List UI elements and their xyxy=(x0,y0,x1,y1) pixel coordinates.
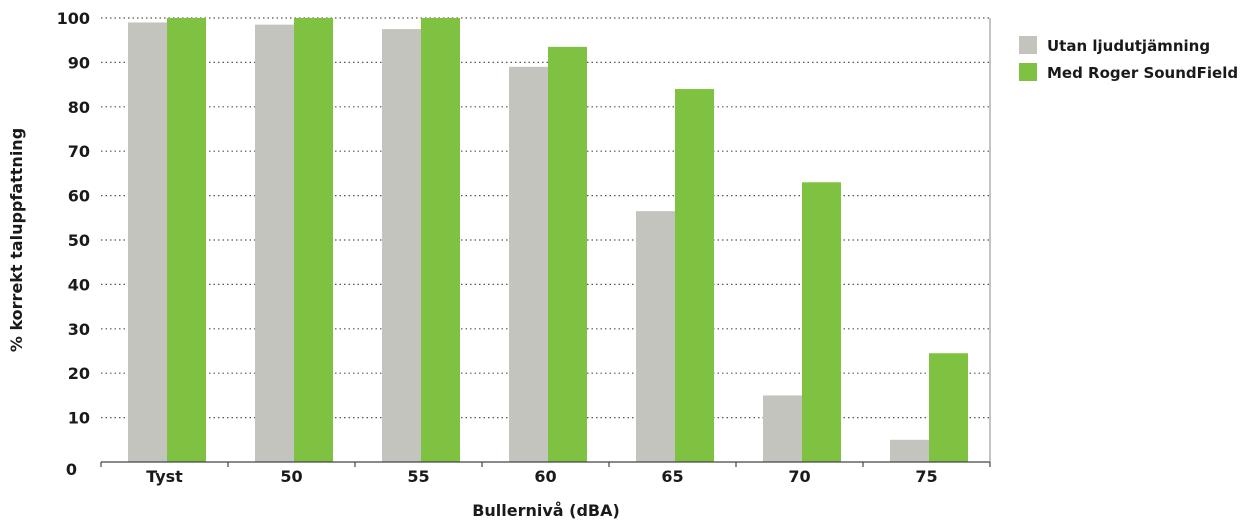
y-tick-label: 60 xyxy=(68,187,90,206)
x-tick-label: Tyst xyxy=(146,467,183,486)
x-tick-label: 75 xyxy=(915,467,937,486)
legend-swatch xyxy=(1019,63,1037,81)
bar xyxy=(382,29,421,462)
bar xyxy=(890,439,929,462)
y-tick-label: 0 xyxy=(66,460,77,479)
x-tick-label: 70 xyxy=(788,467,810,486)
bars xyxy=(128,18,968,463)
bar xyxy=(255,24,294,462)
axes xyxy=(100,18,991,467)
bar xyxy=(636,211,675,462)
legend-swatch xyxy=(1019,36,1037,54)
legend-label: Utan ljudutjämning xyxy=(1047,37,1210,55)
legend: Utan ljudutjämning Med Roger SoundField xyxy=(1019,36,1238,82)
y-tick-label: 10 xyxy=(68,409,90,428)
y-tick-label: 40 xyxy=(68,275,90,294)
bar xyxy=(294,18,333,462)
x-tick-label: 65 xyxy=(661,467,683,486)
bar xyxy=(167,18,206,462)
x-tick-label: 60 xyxy=(534,467,556,486)
legend-label: Med Roger SoundField xyxy=(1047,64,1238,82)
bar xyxy=(128,22,167,462)
y-tick-label: 20 xyxy=(68,364,90,383)
y-tick-label: 80 xyxy=(68,98,90,117)
bar xyxy=(929,353,968,462)
bar xyxy=(509,66,548,462)
x-tick-labels: Tyst 50 55 60 65 70 75 xyxy=(146,467,937,486)
x-tick-label: 55 xyxy=(407,467,429,486)
y-tick-label: 100 xyxy=(57,9,90,28)
bar xyxy=(675,89,714,462)
bar xyxy=(763,395,802,462)
y-tick-labels: 0 10 20 30 40 50 60 70 80 90 100 xyxy=(57,9,90,479)
y-axis-title: % korrekt taluppfattning xyxy=(7,128,26,352)
y-tick-label: 30 xyxy=(68,320,90,339)
y-tick-label: 70 xyxy=(68,142,90,161)
x-axis-title: Bullernivå (dBA) xyxy=(472,501,620,520)
bar xyxy=(802,182,841,462)
x-tick-label: 50 xyxy=(280,467,302,486)
bar xyxy=(421,18,460,462)
bar xyxy=(548,46,587,463)
y-tick-label: 90 xyxy=(68,53,90,72)
y-tick-label: 50 xyxy=(68,231,90,250)
